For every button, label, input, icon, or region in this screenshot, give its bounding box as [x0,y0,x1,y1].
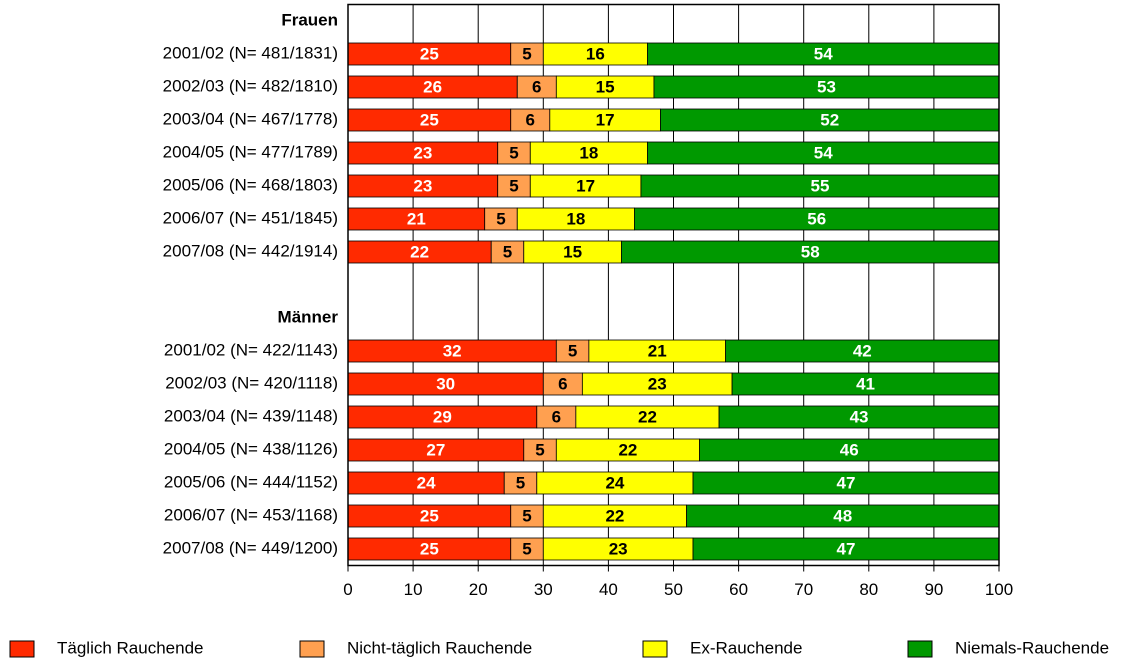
x-tick-label: 30 [534,580,553,599]
data-label: 25 [420,539,439,558]
legend-swatch [907,640,933,658]
data-label: 23 [413,176,432,195]
data-label: 54 [814,44,833,63]
data-label: 18 [566,209,585,228]
legend-swatch [9,640,35,658]
data-label: 24 [417,473,436,492]
x-tick-label: 20 [469,580,488,599]
data-label: 5 [535,440,544,459]
legend-label: Niemals-Rauchende [955,638,1109,657]
y-tick-label: 2002/03 (N= 482/1810) [163,76,338,95]
x-tick-label: 60 [729,580,748,599]
data-label: 5 [522,506,531,525]
data-label: 5 [522,539,531,558]
data-label: 54 [814,143,833,162]
data-label: 22 [410,242,429,261]
data-label: 52 [820,110,839,129]
data-label: 43 [850,407,869,426]
data-label: 5 [568,341,577,360]
data-label: 6 [558,374,567,393]
data-label: 22 [618,440,637,459]
y-tick-label: 2006/07 (N= 451/1845) [163,208,338,227]
data-label: 23 [648,374,667,393]
x-tick-label: 40 [599,580,618,599]
y-tick-label: 2006/07 (N= 453/1168) [164,505,338,524]
y-tick-label: 2001/02 (N= 481/1831) [163,43,338,62]
data-label: 30 [436,374,455,393]
data-label: 18 [579,143,598,162]
legend-label: Täglich Rauchende [57,638,203,657]
data-label: 17 [576,176,595,195]
plot-frame [347,3,1000,567]
data-label: 25 [420,44,439,63]
y-tick-label: 2007/08 (N= 442/1914) [163,241,338,260]
data-label: 23 [413,143,432,162]
y-tick-label: 2007/08 (N= 449/1200) [163,538,338,557]
data-label: 5 [522,44,531,63]
data-label: 21 [648,341,667,360]
data-label: 29 [433,407,452,426]
data-label: 41 [856,374,875,393]
data-label: 5 [496,209,505,228]
x-tick-label: 50 [664,580,683,599]
data-label: 53 [817,77,836,96]
legend-swatch [299,640,325,658]
data-label: 56 [807,209,826,228]
y-tick-label: 2005/06 (N= 468/1803) [163,175,338,194]
data-label: 5 [509,143,518,162]
data-label: 15 [596,77,615,96]
data-label: 5 [509,176,518,195]
y-tick-label: 2003/04 (N= 467/1778) [163,109,338,128]
data-label: 26 [423,77,442,96]
data-label: 25 [420,110,439,129]
data-label: 48 [833,506,852,525]
data-label: 55 [811,176,830,195]
data-label: 32 [443,341,462,360]
data-label: 42 [853,341,872,360]
y-tick-label: 2004/05 (N= 477/1789) [163,142,338,161]
y-tick-label: 2004/05 (N= 438/1126) [164,439,338,458]
data-label: 6 [532,77,541,96]
legend-label: Ex-Rauchende [690,638,802,657]
y-tick-label: 2002/03 (N= 420/1118) [165,373,338,392]
data-label: 22 [605,506,624,525]
data-label: 58 [801,242,820,261]
group-label: Männer [278,307,339,326]
data-label: 21 [407,209,426,228]
x-tick-label: 100 [985,580,1013,599]
data-label: 15 [563,242,582,261]
x-tick-label: 80 [859,580,878,599]
data-label: 25 [420,506,439,525]
x-tick-label: 0 [343,580,352,599]
x-tick-label: 10 [404,580,423,599]
x-tick-label: 70 [794,580,813,599]
y-tick-label: 2001/02 (N= 422/1143) [164,340,338,359]
data-label: 27 [426,440,445,459]
data-label: 22 [638,407,657,426]
legend-label: Nicht-täglich Rauchende [347,638,532,657]
legend-swatch [642,640,668,658]
data-label: 24 [605,473,624,492]
data-label: 5 [503,242,512,261]
y-tick-label: 2005/06 (N= 444/1152) [164,472,338,491]
data-label: 17 [596,110,615,129]
data-label: 23 [609,539,628,558]
data-label: 16 [586,44,605,63]
data-label: 47 [837,473,856,492]
data-label: 47 [837,539,856,558]
y-tick-label: 2003/04 (N= 439/1148) [164,406,338,425]
data-label: 46 [840,440,859,459]
x-tick-label: 90 [924,580,943,599]
data-label: 6 [552,407,561,426]
data-label: 5 [516,473,525,492]
group-label: Frauen [281,10,338,29]
data-label: 6 [526,110,535,129]
